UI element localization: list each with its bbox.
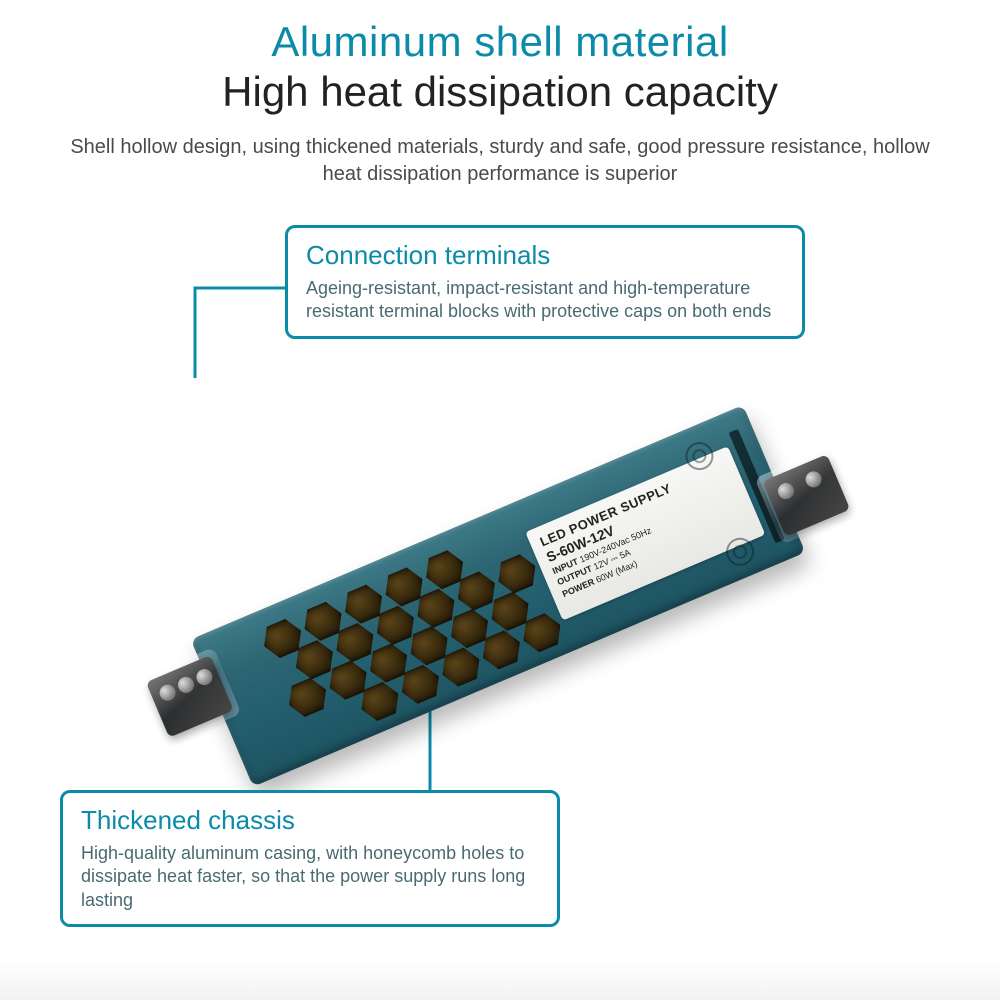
subtitle: High heat dissipation capacity [0, 68, 1000, 116]
description-text: Shell hollow design, using thickened mat… [0, 134, 1000, 188]
spec-label-plate: LED POWER SUPPLY S-60W-12V INPUT 190V-24… [525, 446, 765, 620]
device-chassis: LED POWER SUPPLY S-60W-12V INPUT 190V-24… [191, 405, 806, 787]
honeycomb-vents [258, 523, 566, 759]
callout-body: High-quality aluminum casing, with honey… [81, 842, 539, 912]
callout-title: Thickened chassis [81, 805, 539, 836]
power-supply-device: LED POWER SUPPLY S-60W-12V INPUT 190V-24… [150, 380, 850, 821]
header-block: Aluminum shell material High heat dissip… [0, 0, 1000, 188]
screw-icon [176, 674, 197, 695]
hex-vent [492, 550, 542, 597]
main-title: Aluminum shell material [0, 18, 1000, 66]
screw-icon [775, 481, 796, 502]
callout-connection-terminals: Connection terminals Ageing-resistant, i… [285, 225, 805, 339]
product-illustration: LED POWER SUPPLY S-60W-12V INPUT 190V-24… [50, 360, 950, 860]
hex-vent [283, 674, 333, 721]
callout-title: Connection terminals [306, 240, 784, 271]
screw-icon [157, 682, 178, 703]
screw-icon [803, 469, 824, 490]
callout-thickened-chassis: Thickened chassis High-quality aluminum … [60, 790, 560, 927]
screw-icon [194, 667, 215, 688]
callout-body: Ageing-resistant, impact-resistant and h… [306, 277, 784, 324]
bottom-gradient [0, 960, 1000, 1000]
